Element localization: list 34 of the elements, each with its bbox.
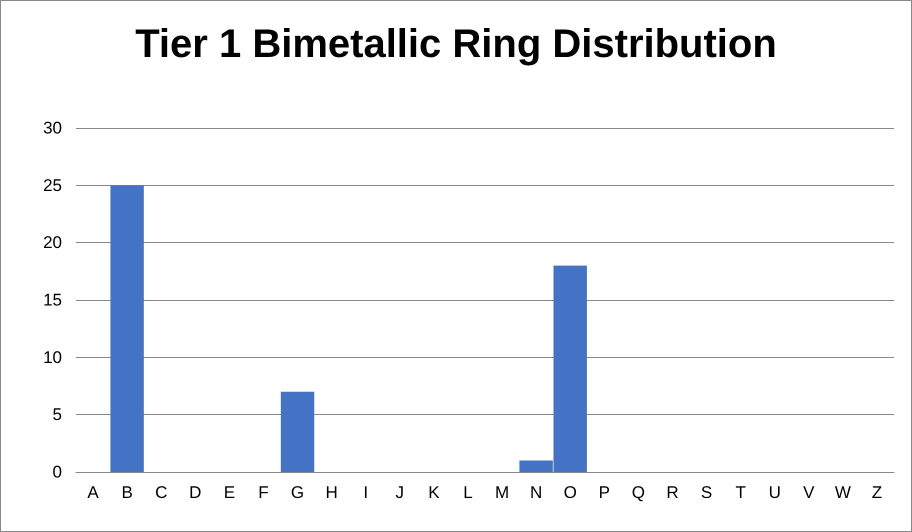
x-tick-label: K: [428, 483, 440, 502]
x-tick-label: P: [598, 483, 610, 502]
x-tick-label: U: [768, 483, 781, 502]
y-tick-label: 10: [43, 348, 62, 367]
x-tick-label: S: [700, 483, 712, 502]
x-tick-label: O: [564, 483, 577, 502]
x-tick-label: F: [258, 483, 269, 502]
x-tick-label: M: [494, 483, 510, 502]
bar: [110, 185, 144, 472]
x-tick-label: N: [530, 483, 542, 502]
y-tick-label: 0: [52, 462, 62, 482]
x-tick-label: G: [290, 483, 304, 502]
y-tick-label: 15: [43, 290, 62, 310]
y-tick-label: 25: [43, 176, 62, 195]
x-tick-label: R: [666, 483, 679, 502]
x-tick-label: I: [363, 483, 368, 502]
x-tick-label: C: [155, 483, 168, 502]
y-tick-label: 30: [43, 118, 62, 138]
bar: [280, 392, 314, 472]
x-tick-label: L: [463, 483, 473, 502]
x-tick-label: E: [224, 483, 236, 502]
x-tick-label: B: [121, 483, 133, 502]
x-tick-label: T: [735, 483, 746, 502]
x-tick-label: H: [325, 483, 338, 502]
x-tick-label: V: [803, 483, 816, 502]
x-tick-label: A: [87, 483, 100, 502]
y-tick-label: 20: [43, 233, 62, 252]
x-tick-label: W: [834, 483, 851, 502]
x-tick-label: D: [189, 483, 202, 502]
x-tick-label: J: [396, 483, 404, 502]
chart-title: Tier 1 Bimetallic Ring Distribution: [135, 22, 777, 66]
x-tick-label: Q: [632, 483, 645, 502]
y-tick-label: 5: [52, 405, 62, 424]
x-tick-label: Z: [872, 483, 882, 502]
